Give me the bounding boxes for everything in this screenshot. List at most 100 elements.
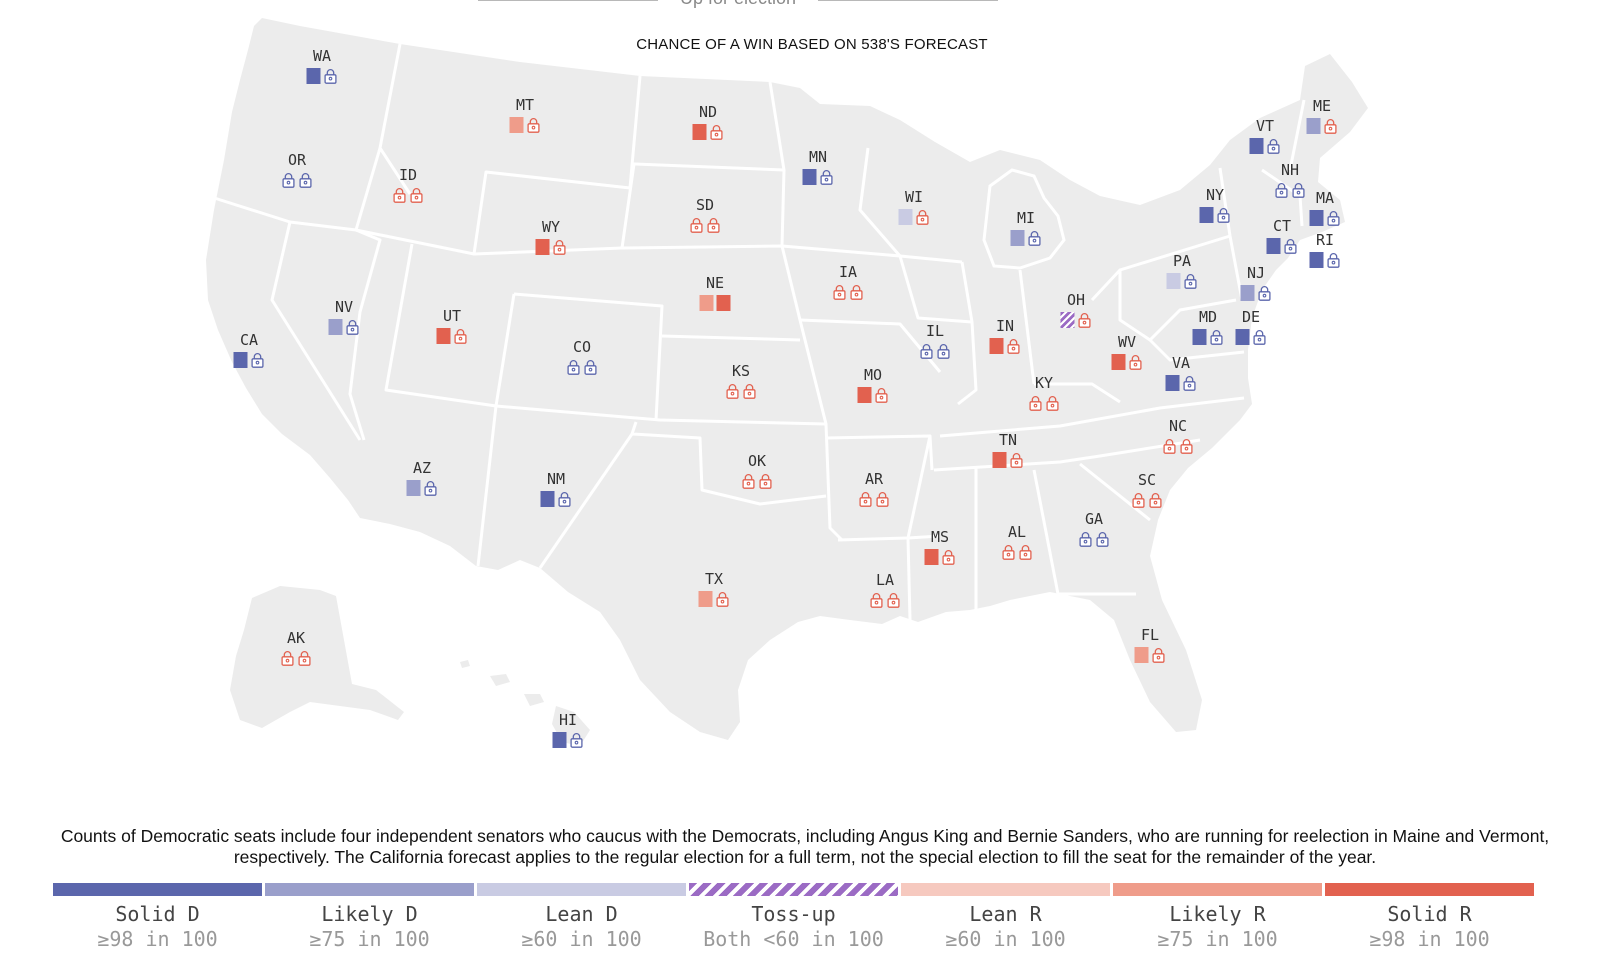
seat-markers xyxy=(802,169,834,185)
state-abbr: KY xyxy=(1034,374,1054,392)
seat-markers xyxy=(1163,438,1194,454)
state-tx[interactable]: TX xyxy=(698,570,730,612)
seat-markers xyxy=(1306,118,1338,134)
state-wa[interactable]: WA xyxy=(306,48,338,89)
state-ar[interactable]: AR xyxy=(859,471,890,512)
state-wi[interactable]: WI xyxy=(898,189,930,230)
state-ny[interactable]: NY xyxy=(1199,187,1231,228)
state-ok[interactable]: OK xyxy=(742,453,773,494)
state-md[interactable]: MD xyxy=(1192,309,1224,350)
state-abbr: PA xyxy=(1172,252,1192,270)
seat-markers xyxy=(989,338,1021,354)
seat-square-solid-d xyxy=(1165,375,1180,391)
state-ut[interactable]: UT xyxy=(436,308,468,349)
legend-item-lean-r: Lean R ≥60 in 100 xyxy=(901,883,1110,952)
state-fl[interactable]: FL xyxy=(1134,627,1166,668)
state-az[interactable]: AZ xyxy=(406,460,438,501)
state-wv[interactable]: WV xyxy=(1111,333,1143,375)
legend-swatch xyxy=(1113,883,1322,896)
state-ms[interactable]: MS xyxy=(924,529,956,570)
state-la[interactable]: LA xyxy=(870,572,901,613)
state-tn[interactable]: TN xyxy=(992,432,1024,473)
seat-markers xyxy=(690,217,721,233)
state-abbr: ME xyxy=(1312,97,1332,115)
state-mo[interactable]: MO xyxy=(857,367,889,408)
lock-icon xyxy=(393,188,406,203)
seat-markers xyxy=(540,491,572,507)
state-abbr: SD xyxy=(695,196,715,214)
seat-markers xyxy=(1240,285,1272,301)
lock-icon xyxy=(707,218,720,233)
state-va[interactable]: VA xyxy=(1165,355,1197,396)
top-caption-text: Up for election xyxy=(478,0,998,9)
lock-icon xyxy=(1046,396,1059,411)
state-ri[interactable]: RI xyxy=(1309,231,1341,273)
state-pa[interactable]: PA xyxy=(1166,252,1198,294)
seat-square-solid-d xyxy=(1235,329,1250,345)
state-de[interactable]: DE xyxy=(1235,308,1267,350)
michigan-lower-peninsula xyxy=(982,168,1066,270)
state-abbr: IN xyxy=(995,317,1015,335)
lock-icon xyxy=(570,733,583,748)
state-ct[interactable]: CT xyxy=(1266,218,1298,259)
state-il[interactable]: IL xyxy=(920,323,951,364)
seat-square-solid-r xyxy=(989,338,1004,354)
lock-icon xyxy=(1028,231,1041,246)
state-abbr: DE xyxy=(1241,308,1261,326)
state-abbr: VT xyxy=(1255,117,1275,135)
state-wy[interactable]: WY xyxy=(535,218,567,260)
legend-label: Solid R xyxy=(1387,902,1472,926)
state-mn[interactable]: MN xyxy=(802,149,834,190)
state-ca[interactable]: CA xyxy=(233,332,265,373)
state-al[interactable]: AL xyxy=(1002,524,1033,565)
lock-icon xyxy=(558,492,571,507)
state-nm[interactable]: NM xyxy=(540,471,572,512)
lock-icon xyxy=(1152,648,1165,663)
seat-markers xyxy=(1010,230,1042,246)
legend-swatch xyxy=(901,883,1110,896)
seat-square-solid-d xyxy=(1249,138,1264,154)
state-abbr: WV xyxy=(1117,333,1137,351)
state-abbr: WY xyxy=(541,218,561,236)
seat-markers xyxy=(535,239,567,255)
state-ak[interactable]: AK xyxy=(281,630,312,671)
state-abbr: NJ xyxy=(1246,264,1266,282)
state-in[interactable]: IN xyxy=(989,317,1021,359)
state-co[interactable]: CO xyxy=(567,339,598,380)
seat-square-lean-d xyxy=(1166,273,1181,289)
state-hi[interactable]: HI xyxy=(552,712,584,753)
state-nv[interactable]: NV xyxy=(328,299,360,340)
state-mt[interactable]: MT xyxy=(509,97,541,138)
seat-markers xyxy=(1134,647,1166,663)
lock-icon xyxy=(942,550,955,565)
state-ia[interactable]: IA xyxy=(833,264,864,305)
state-me[interactable]: ME xyxy=(1306,97,1338,139)
state-ks[interactable]: KS xyxy=(726,363,757,404)
state-id[interactable]: ID xyxy=(393,167,424,208)
seat-square-solid-d xyxy=(306,68,321,84)
state-ga[interactable]: GA xyxy=(1079,511,1110,552)
state-abbr: RI xyxy=(1315,231,1335,249)
legend-threshold: ≥98 in 100 xyxy=(1369,927,1490,951)
state-sc[interactable]: SC xyxy=(1132,472,1163,513)
seat-markers xyxy=(1132,492,1163,508)
state-ne[interactable]: NE xyxy=(699,275,731,316)
lock-icon xyxy=(759,474,772,489)
lock-icon xyxy=(742,474,755,489)
state-sd[interactable]: SD xyxy=(690,197,721,238)
state-mi[interactable]: MI xyxy=(1010,210,1042,251)
lock-icon xyxy=(454,329,467,344)
state-oh[interactable]: OH xyxy=(1060,292,1092,333)
lock-icon xyxy=(1210,330,1223,345)
state-nc[interactable]: NC xyxy=(1163,418,1194,459)
state-vt[interactable]: VT xyxy=(1249,117,1281,159)
state-abbr: TX xyxy=(704,570,724,588)
state-ky[interactable]: KY xyxy=(1029,375,1060,416)
state-nd[interactable]: ND xyxy=(692,104,724,145)
state-nh[interactable]: NH xyxy=(1275,162,1306,203)
state-nj[interactable]: NJ xyxy=(1240,264,1272,306)
legend-item-toss-up: Toss-up Both <60 in 100 xyxy=(689,883,898,952)
state-or[interactable]: OR xyxy=(282,152,313,193)
lock-icon xyxy=(1129,355,1142,370)
state-ma[interactable]: MA xyxy=(1309,190,1341,231)
